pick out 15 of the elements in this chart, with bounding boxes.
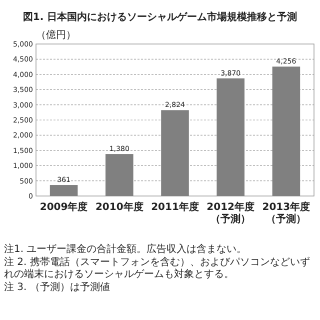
y-axis-title: （億円） — [36, 29, 76, 41]
x-tick-label: 2012年度（予測） — [206, 201, 255, 225]
x-tick-label: 2011年度 — [151, 201, 199, 213]
text: 注 2. 携帯電話（スマートフォンを含む）、およびパソコンなどいずれの端末におけるソーシャルゲームも対象とする。 — [4, 256, 310, 280]
text: 注1. ユーザー課金の合計金額。広告収入は含まない。 — [4, 243, 247, 255]
text: 注 3. （予測）は予測値 — [4, 281, 110, 293]
x-tick-label: 2013年度（予測） — [262, 201, 310, 225]
x-tick-label: 2009年度 — [40, 201, 88, 213]
chart-title: 図1. 日本国内におけるソーシャルゲーム市場規模推移と予測 — [22, 11, 298, 23]
bar — [272, 66, 300, 196]
bar — [216, 78, 244, 196]
bar — [106, 154, 134, 196]
bar — [161, 110, 189, 196]
x-tick-label: 2010年度 — [95, 201, 144, 213]
bar — [50, 185, 78, 196]
